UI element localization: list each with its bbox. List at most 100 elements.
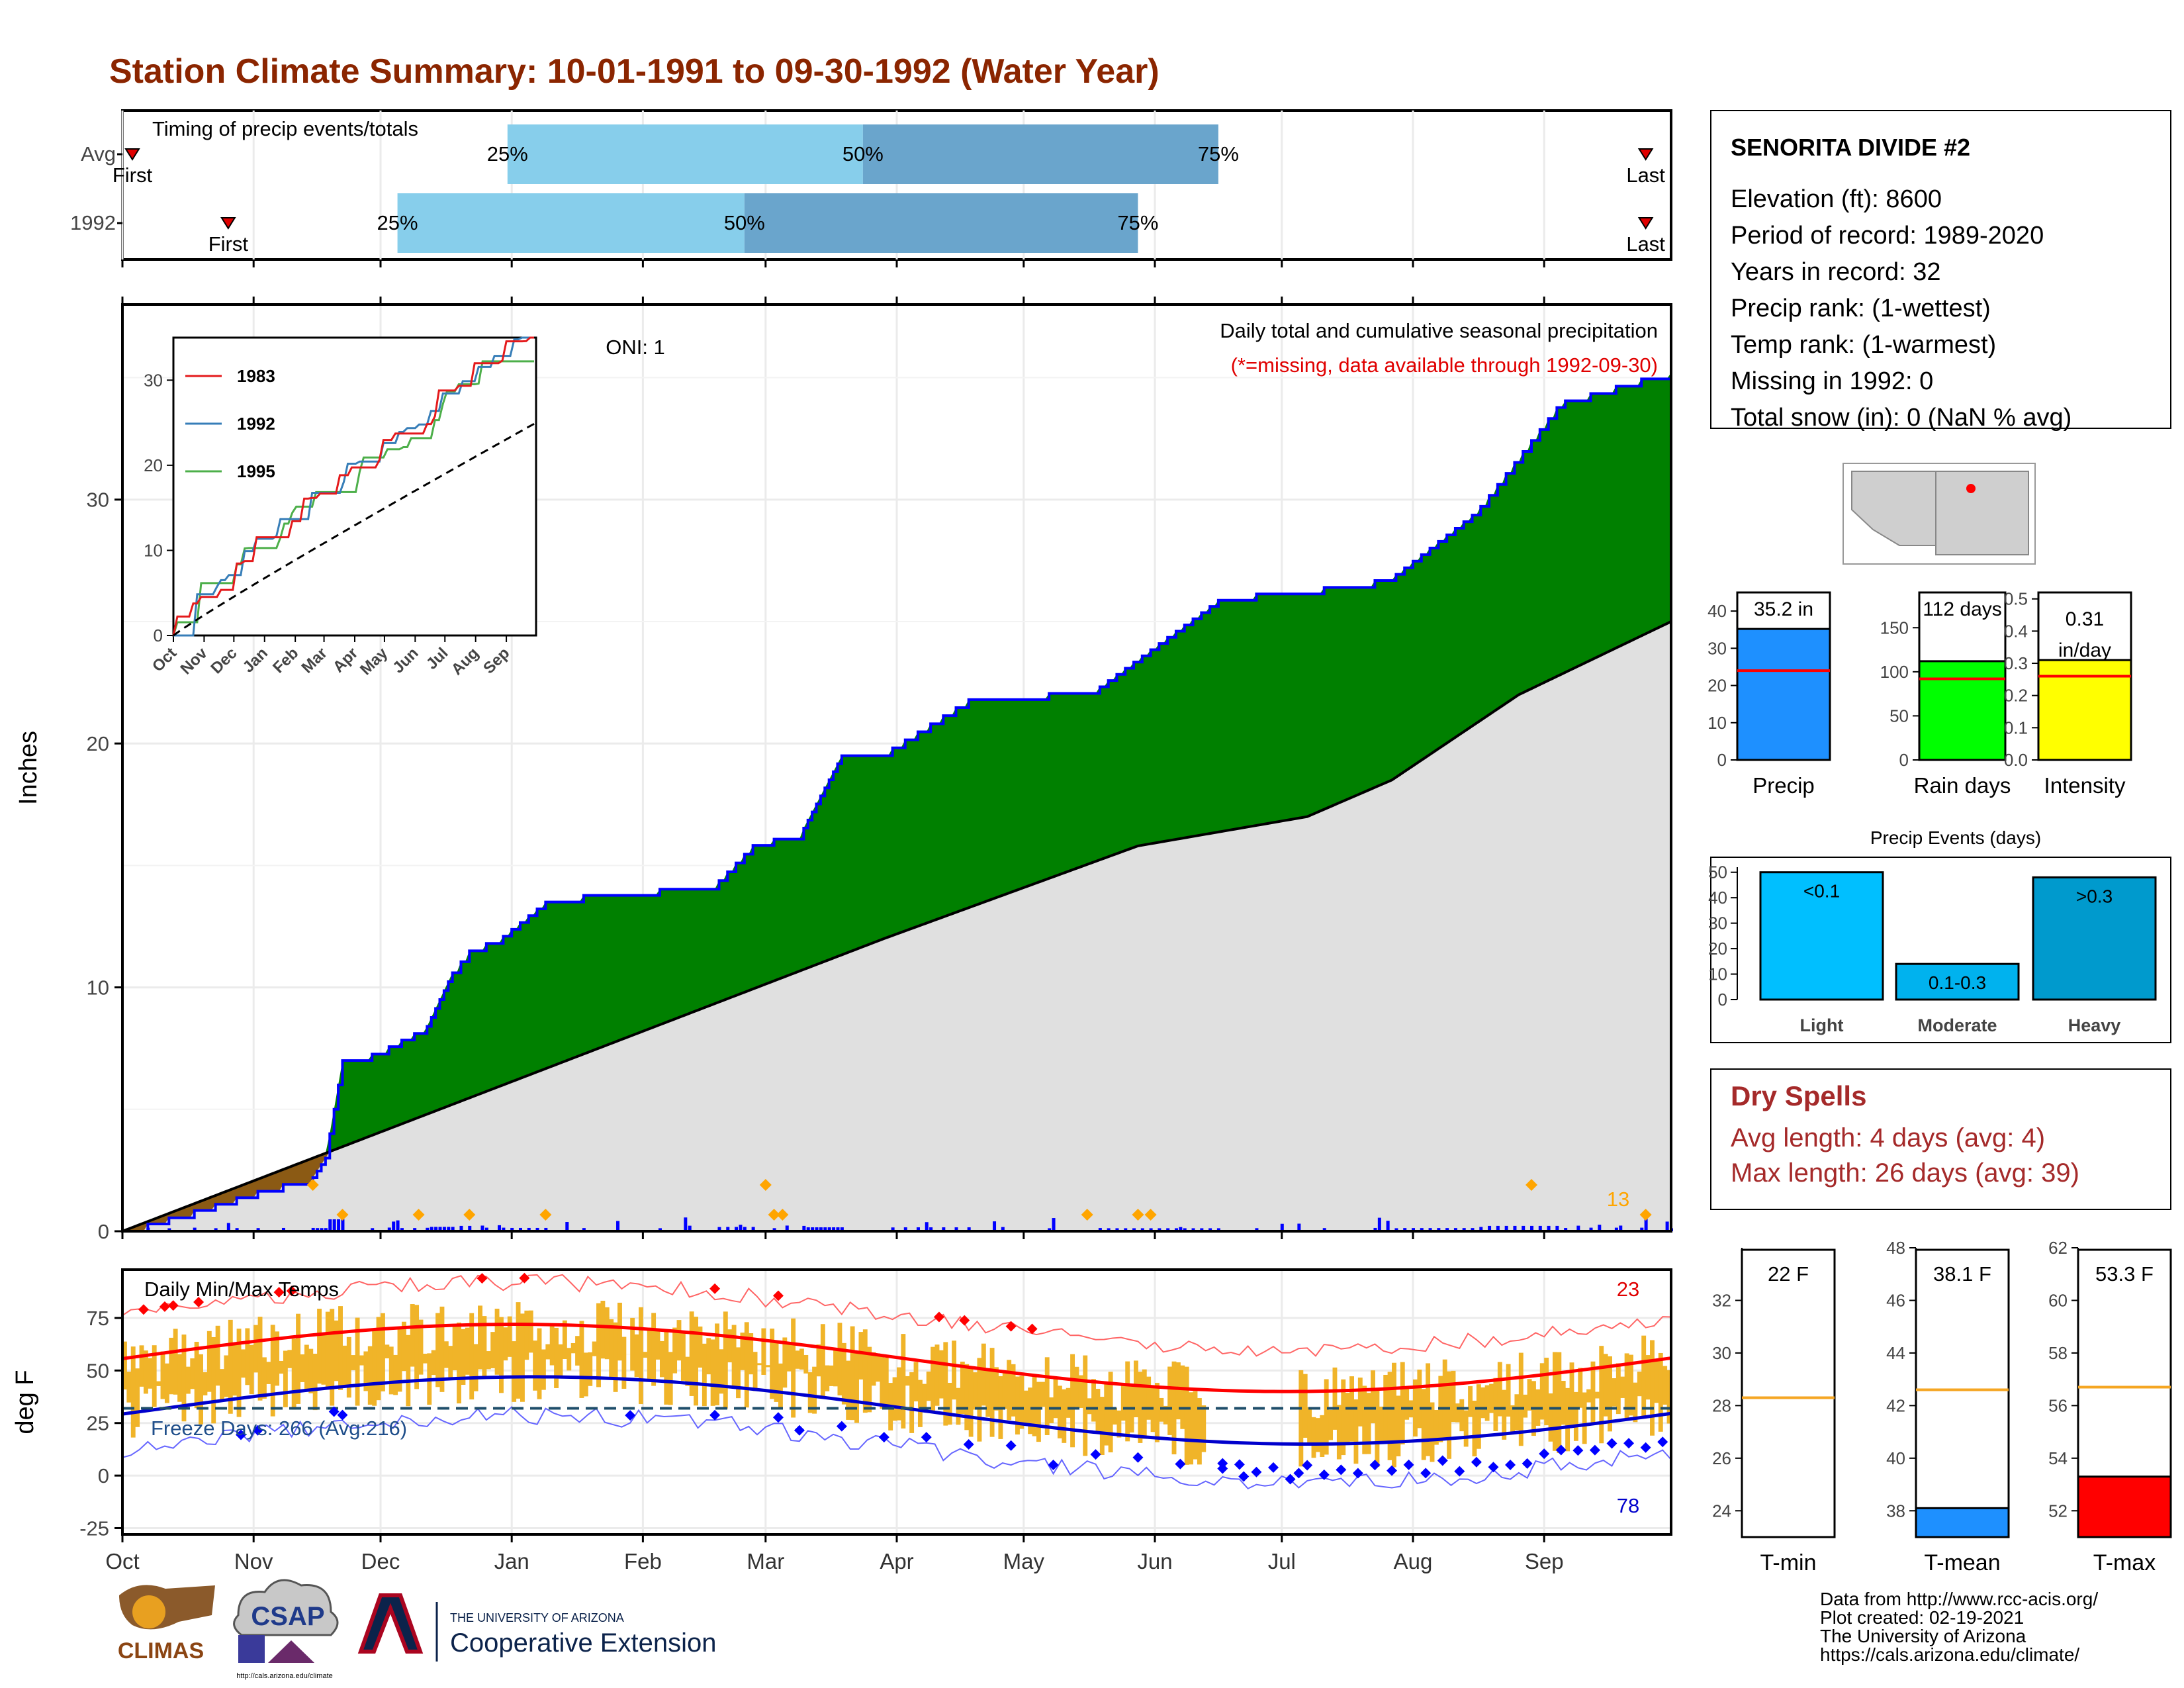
daily-temp-bar xyxy=(359,1355,364,1366)
record-high-marker xyxy=(959,1315,970,1326)
daily-temp-bar xyxy=(1565,1387,1570,1452)
daily-precip-bar xyxy=(214,1228,218,1231)
month-label: May xyxy=(1003,1549,1045,1573)
daily-temp-bar xyxy=(1569,1362,1574,1426)
daily-temp-bar xyxy=(1091,1379,1096,1422)
snow-marker xyxy=(759,1179,772,1191)
snow-marker xyxy=(1132,1209,1144,1221)
daily-temp-bar xyxy=(1455,1403,1460,1423)
record-low-marker xyxy=(236,1429,247,1440)
daily-precip-bar xyxy=(1322,1228,1326,1231)
daily-precip-bar xyxy=(726,1227,730,1231)
daily-temp-bar xyxy=(194,1342,199,1409)
daily-temp-bar xyxy=(457,1322,461,1404)
daily-temp-bar xyxy=(283,1350,288,1407)
events-title: Precip Events (days) xyxy=(1870,827,2041,848)
station-line: Total snow (in): 0 (NaN % avg) xyxy=(1731,404,2071,432)
daily-precip-bar xyxy=(967,1227,971,1231)
daily-precip-bar xyxy=(811,1227,815,1231)
daily-temp-bar xyxy=(503,1327,508,1361)
daily-precip-bar xyxy=(993,1221,997,1231)
daily-temp-bar xyxy=(1044,1357,1050,1435)
daily-temp-bar xyxy=(528,1310,533,1353)
daily-temp-bar xyxy=(1116,1410,1122,1438)
daily-temp-bar xyxy=(418,1319,424,1375)
daily-precip-bar xyxy=(823,1227,827,1231)
record-high-marker xyxy=(772,1290,784,1301)
daily-temp-bar xyxy=(609,1319,614,1379)
daily-temp-bar xyxy=(220,1369,224,1401)
tsum-ytick-label: 48 xyxy=(1886,1238,1905,1258)
record-low-marker xyxy=(1488,1462,1499,1473)
daily-temp-bar xyxy=(1074,1366,1079,1407)
tsum-bar xyxy=(2077,1476,2172,1538)
record-low-marker xyxy=(1657,1436,1668,1448)
daily-temp-bar xyxy=(1040,1382,1046,1407)
daily-temp-bar xyxy=(829,1365,834,1386)
inset-legend-label: 1995 xyxy=(237,461,275,481)
daily-temp-bar xyxy=(1599,1346,1604,1444)
daily-temp-bar xyxy=(431,1350,436,1376)
daily-temp-bar xyxy=(757,1363,762,1366)
events-bar-label: >0.3 xyxy=(2076,886,2113,906)
daily-temp-bar xyxy=(1036,1382,1041,1442)
daily-precip-bar xyxy=(311,1227,315,1231)
station-line: Precip rank: (1-wettest) xyxy=(1731,295,1991,322)
daily-precip-bar xyxy=(1412,1228,1415,1231)
daily-temp-bar xyxy=(1357,1378,1363,1427)
daily-temp-bar xyxy=(1049,1397,1054,1423)
inset-legend-label: 1992 xyxy=(237,414,275,434)
daily-temp-bar xyxy=(897,1367,901,1421)
daily-temp-bar xyxy=(393,1354,398,1395)
daily-temp-bar xyxy=(765,1365,770,1368)
month-label: Feb xyxy=(624,1549,662,1573)
daily-temp-bar xyxy=(892,1377,897,1421)
daily-temp-bar xyxy=(397,1327,402,1392)
daily-temp-bar xyxy=(1459,1399,1465,1432)
ua-main: Cooperative Extension xyxy=(450,1628,716,1658)
summary-ytick-label: 0 xyxy=(1899,750,1909,770)
daily-precip-bar xyxy=(942,1227,946,1231)
daily-precip-bar xyxy=(1377,1217,1381,1231)
daily-precip-bar xyxy=(1048,1228,1052,1231)
freeze-days: Freeze Days: 266 (Avg:216) xyxy=(151,1417,407,1440)
record-low-marker xyxy=(963,1439,974,1450)
daily-temp-bar xyxy=(275,1331,280,1386)
temp-summary-bars: 24 26 28 30 32 22 F T-min 38 40 42 44 46 48 38.1 F T-m… xyxy=(1712,1238,2172,1575)
daily-precip-bar xyxy=(806,1227,810,1231)
daily-temp-bar xyxy=(1472,1400,1477,1457)
daily-temp-bar xyxy=(1146,1376,1152,1420)
daily-temp-bar xyxy=(249,1344,254,1395)
summary-ytick-label: 0.0 xyxy=(2004,750,2028,770)
daily-precip-bar xyxy=(324,1228,328,1231)
daily-precip-bar xyxy=(387,1227,391,1231)
daily-precip-bar xyxy=(929,1227,933,1231)
station-line: Temp rank: (1-warmest) xyxy=(1731,331,1996,359)
station-line: Elevation (ft): 8600 xyxy=(1731,185,1942,213)
record-low-marker xyxy=(1589,1444,1600,1456)
daily-temp-bar xyxy=(867,1346,872,1413)
daily-precip-bar xyxy=(1437,1228,1441,1231)
daily-temp-bar xyxy=(1615,1363,1621,1415)
daily-temp-bar xyxy=(770,1329,775,1399)
daily-temp-bar xyxy=(647,1327,652,1382)
daily-temp-bar xyxy=(1662,1366,1668,1405)
events-bar-label: 0.1-0.3 xyxy=(1929,972,1986,993)
daily-precip-bar xyxy=(1564,1228,1568,1231)
record-high-marker xyxy=(933,1311,944,1323)
daily-temp-bar xyxy=(135,1368,140,1427)
daily-temp-bar xyxy=(1629,1354,1633,1416)
record-low-marker xyxy=(1640,1442,1651,1453)
daily-temp-bar xyxy=(1430,1402,1435,1462)
summary-value-label: 112 days xyxy=(1923,598,2002,620)
daily-precip-bar xyxy=(925,1222,929,1231)
daily-temp-bar xyxy=(1582,1392,1587,1444)
record-low-marker xyxy=(1437,1455,1448,1466)
daily-temp-bar xyxy=(1108,1372,1113,1453)
daily-precip-bar xyxy=(1052,1218,1056,1231)
daily-temp-bar xyxy=(1666,1370,1672,1424)
oni-label: ONI: 1 xyxy=(606,336,665,359)
daily-temp-bar xyxy=(1387,1372,1392,1460)
record-low-marker xyxy=(1090,1449,1101,1460)
record-low-marker xyxy=(1369,1460,1381,1471)
